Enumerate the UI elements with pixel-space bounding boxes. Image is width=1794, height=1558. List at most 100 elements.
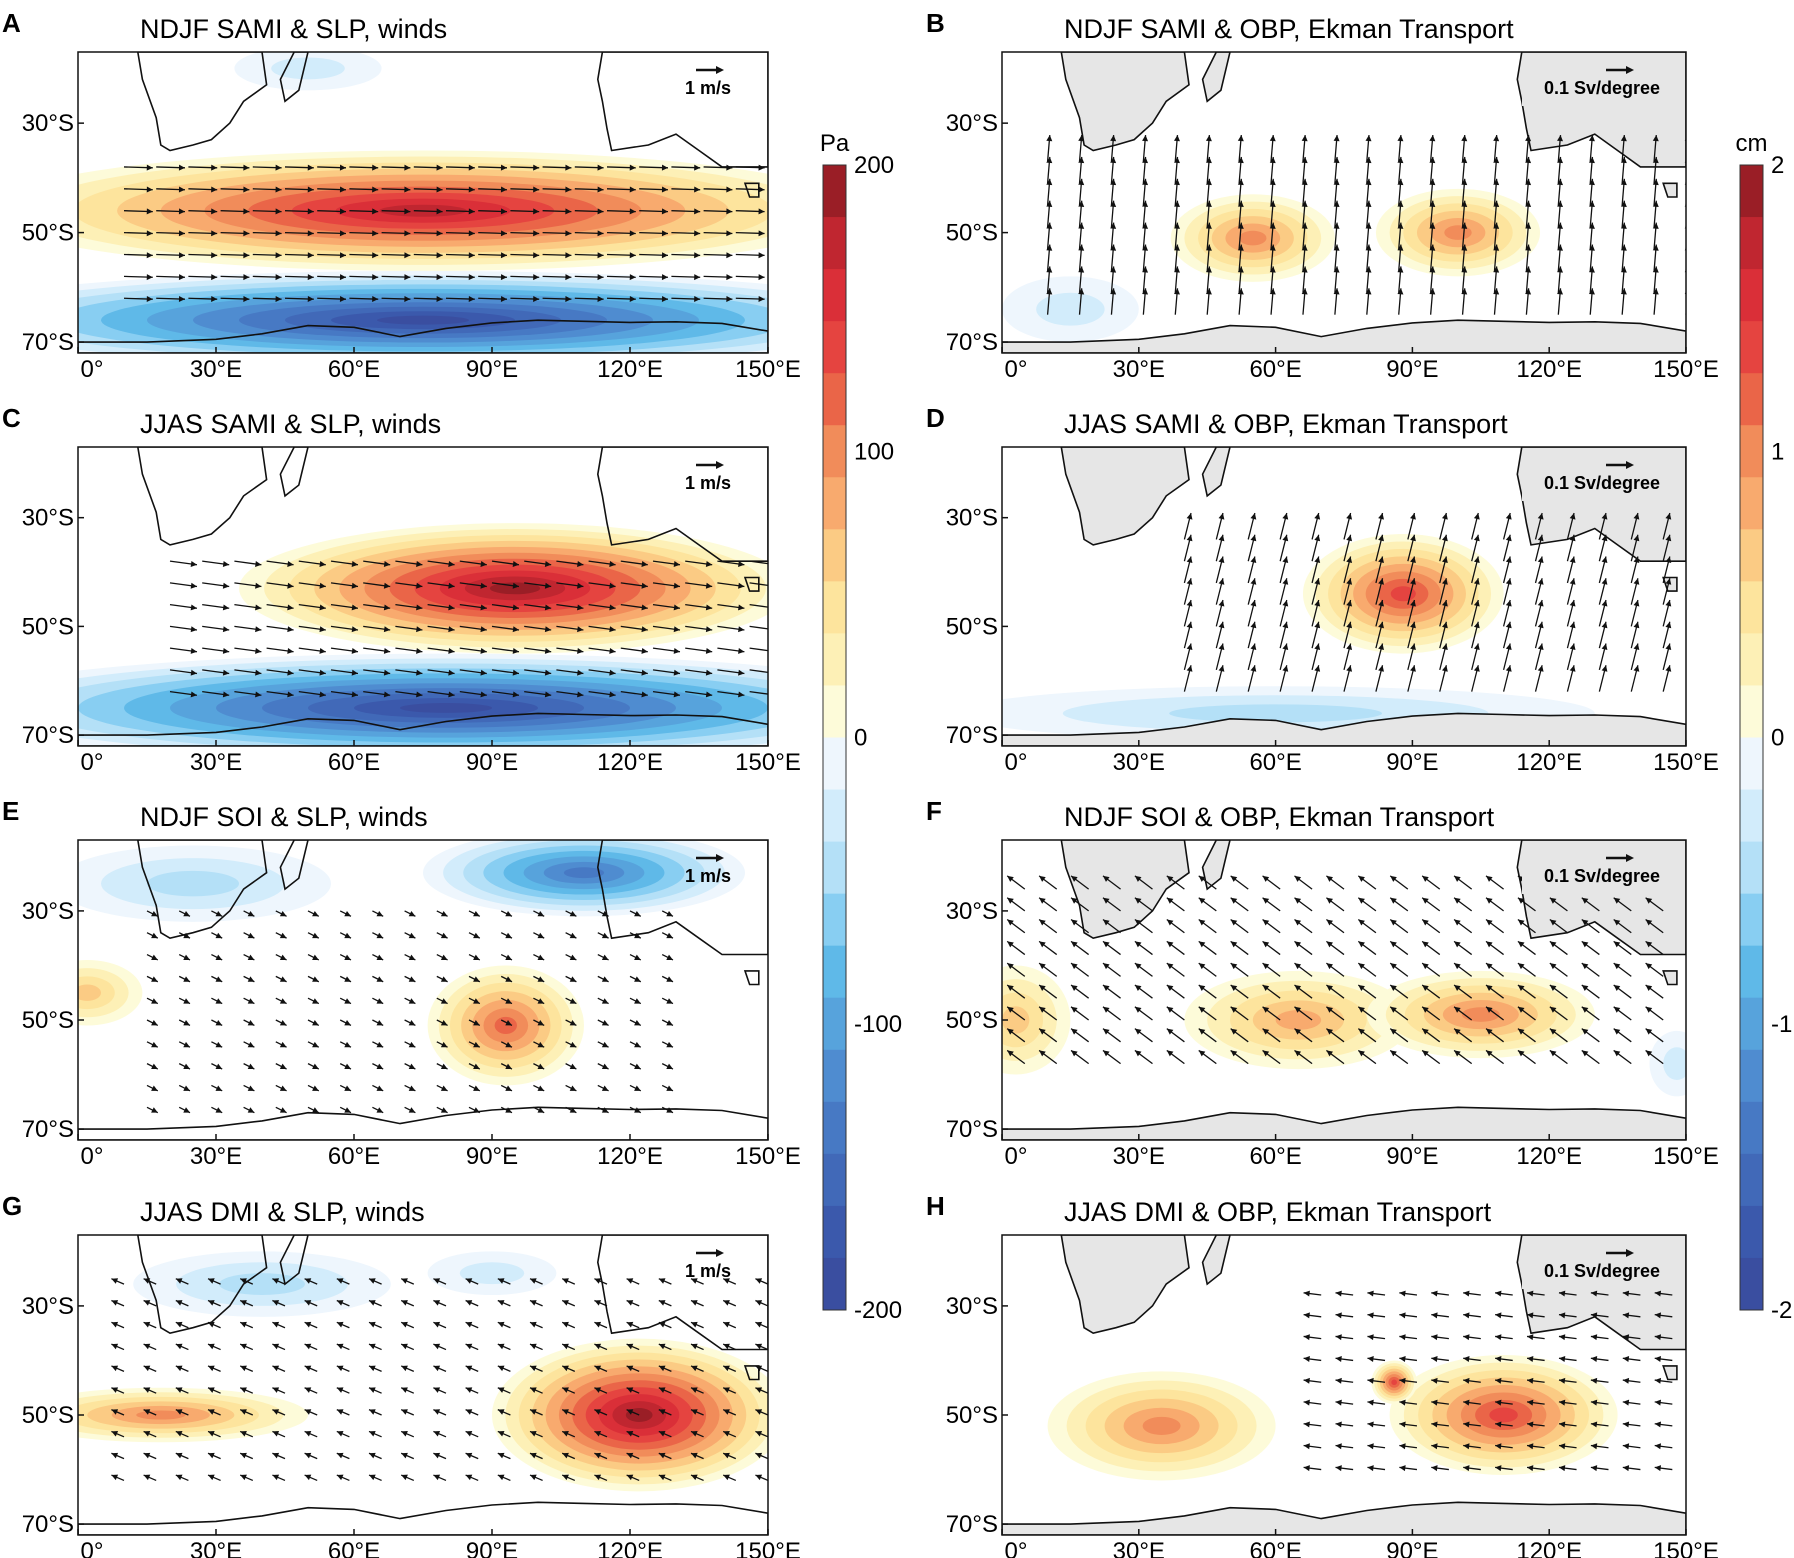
vector-arrow-head xyxy=(1335,1290,1342,1297)
vector-arrow-head xyxy=(1262,963,1270,970)
vector-arrow-head xyxy=(1205,135,1212,142)
vector-arrow-head xyxy=(376,1085,384,1091)
vector-arrow-head xyxy=(1071,919,1078,926)
vector-arrow-head xyxy=(530,1321,537,1328)
vector-arrow-head xyxy=(1399,1312,1406,1319)
antarctica-coastline xyxy=(1002,319,1686,353)
vector-arrow-head xyxy=(275,208,282,215)
vector-arrow-head xyxy=(1326,875,1333,882)
vector-arrow-head xyxy=(1441,556,1448,564)
vector-arrow-head xyxy=(211,230,218,237)
vector-arrow-head xyxy=(1517,1006,1525,1013)
vector-arrow-head xyxy=(178,295,185,302)
vector-arrow-head xyxy=(544,626,552,633)
vector-arrow-head xyxy=(215,932,223,939)
vector-arrow-head xyxy=(1333,156,1340,164)
vector-arrow-head xyxy=(1588,156,1595,164)
vector-arrow-head xyxy=(1558,1443,1566,1450)
vector-arrow-head xyxy=(1558,1290,1566,1297)
vector-arrow-head xyxy=(1473,556,1480,564)
vector-arrow-head xyxy=(1665,665,1672,672)
vector-arrow-head xyxy=(1110,178,1117,186)
x-tick-label: 30°E xyxy=(1113,1538,1165,1558)
x-tick-label: 90°E xyxy=(1386,749,1438,776)
vector-arrow-head xyxy=(691,1343,698,1350)
vector-arrow-head xyxy=(1071,897,1078,904)
vector-arrow-head xyxy=(312,1085,319,1091)
contour-level xyxy=(1002,1006,1030,1034)
vector-arrow-head xyxy=(1517,919,1525,926)
vector-arrow-head xyxy=(312,954,319,960)
vector-arrow-head xyxy=(1549,963,1557,970)
vector-arrow-head xyxy=(1527,1465,1534,1472)
vector-arrow-head xyxy=(691,1321,698,1328)
vector-arrow-head xyxy=(1527,1334,1534,1341)
vector-arrow-head xyxy=(537,1041,545,1048)
colorbar-segment xyxy=(823,1101,846,1155)
vector-arrow-head xyxy=(500,164,507,171)
vector-arrow-head xyxy=(1367,1443,1374,1450)
vector-arrow-head xyxy=(1525,222,1532,229)
vector-arrow-head xyxy=(1590,1399,1598,1406)
vector-arrow-head xyxy=(1410,578,1416,585)
vector-arrow-head xyxy=(594,1300,602,1306)
vector-arrow-head xyxy=(1397,178,1404,186)
vector-arrow-head xyxy=(433,1387,441,1393)
vector-arrow-head xyxy=(1358,1050,1365,1057)
vector-arrow-head xyxy=(1134,1006,1142,1013)
vector-arrow-head xyxy=(344,1020,351,1026)
africa-coastline xyxy=(1060,447,1190,546)
vector-arrow-head xyxy=(569,910,577,917)
x-tick-label: 30°E xyxy=(190,749,242,776)
vector-arrow-head xyxy=(1429,135,1436,142)
vector-arrow-head xyxy=(1495,1443,1502,1450)
panel-title: JJAS SAMI & OBP, Ekman Transport xyxy=(1064,409,1508,439)
vector-arrow-head xyxy=(1071,984,1078,991)
vector-arrow-head xyxy=(1262,897,1270,904)
vector-arrow-head xyxy=(530,1431,537,1437)
map-area: 0.1 Sv/degree xyxy=(1002,840,1686,1140)
vector-arrow-head xyxy=(1652,135,1659,142)
vector-arrow-head xyxy=(433,1343,441,1350)
vector-arrow-head xyxy=(1557,200,1564,207)
vector-arrow-head xyxy=(1335,1465,1342,1472)
colorbar-segment xyxy=(1740,425,1763,478)
vector-arrow-head xyxy=(215,1085,223,1091)
negative-anomaly-4 xyxy=(427,1251,557,1295)
vector-arrow-head xyxy=(641,626,648,633)
vector-arrow-head xyxy=(666,1041,673,1048)
vector-arrow-head xyxy=(243,274,250,281)
vector-arrow-head xyxy=(448,626,455,633)
vector-arrow-head xyxy=(1431,1290,1438,1297)
vector-arrow-head xyxy=(1463,1443,1470,1450)
vector-arrow-head xyxy=(723,1387,730,1393)
panel-letter: H xyxy=(926,1191,945,1221)
colorbar-segment xyxy=(823,841,846,895)
vector-arrow-head xyxy=(497,1300,505,1306)
vector-arrow-head xyxy=(1365,288,1372,295)
vector-arrow-head xyxy=(175,1387,183,1393)
vector-arrow-head xyxy=(215,954,223,960)
vector-arrow-head xyxy=(1046,288,1053,295)
x-tick-label: 150°E xyxy=(1653,1538,1719,1558)
vector-arrow-head xyxy=(1282,600,1289,607)
vector-arrow-head xyxy=(215,1041,223,1048)
vector-arrow-head xyxy=(433,1278,441,1284)
vector-arrow-head xyxy=(1237,200,1244,207)
vector-arrow-head xyxy=(691,1474,698,1481)
vector-arrow-head xyxy=(1142,222,1149,229)
colorbar-tick-label: 2 xyxy=(1771,152,1784,179)
colorbar-frame xyxy=(822,164,847,1311)
vector-arrow-head xyxy=(272,1474,280,1481)
vector-arrow-head xyxy=(272,1300,280,1306)
vector-arrow-head xyxy=(530,1365,537,1372)
vector-arrow-head xyxy=(372,230,379,237)
vector-arrow-head xyxy=(383,647,391,654)
vector-arrow-head xyxy=(473,976,480,982)
vector-arrow-head xyxy=(1569,600,1576,607)
negative-anomaly-3 xyxy=(423,840,745,917)
vector-arrow-head xyxy=(339,186,346,193)
vector-arrow-head xyxy=(440,1063,448,1070)
vector-arrow-head xyxy=(1039,875,1046,882)
vector-arrow-head xyxy=(183,1107,190,1113)
